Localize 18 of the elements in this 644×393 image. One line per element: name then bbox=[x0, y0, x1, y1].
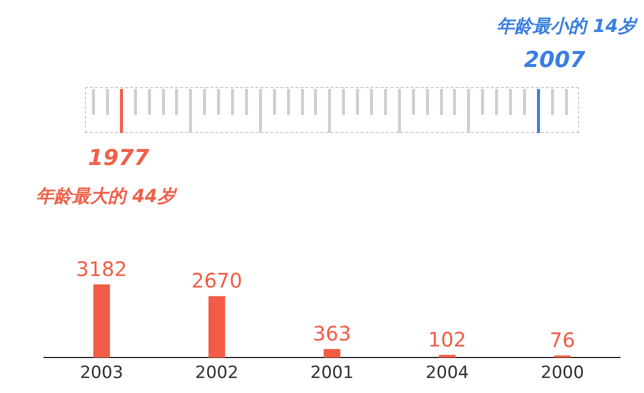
data-label: 2670 bbox=[191, 268, 242, 293]
text: 1977 bbox=[88, 146, 150, 171]
bar bbox=[324, 348, 340, 358]
x-tick-label: 2002 bbox=[195, 363, 238, 384]
text: 2007 bbox=[524, 48, 586, 73]
data-label: 102 bbox=[428, 327, 466, 352]
data-label: 3182 bbox=[76, 256, 128, 281]
x-tick-label: 2000 bbox=[540, 363, 584, 384]
x-tick-label: 2004 bbox=[426, 363, 469, 384]
x-tick-label: 2001 bbox=[310, 363, 354, 384]
text: 年龄最大的 44岁 bbox=[36, 185, 176, 208]
text: 年龄最小的 14岁 bbox=[496, 15, 636, 38]
bar bbox=[438, 354, 456, 358]
bar bbox=[208, 296, 226, 358]
bar bbox=[93, 284, 110, 358]
data-label: 363 bbox=[312, 321, 352, 346]
x-tick-label: 2003 bbox=[80, 363, 124, 384]
data-label: 76 bbox=[550, 328, 576, 352]
